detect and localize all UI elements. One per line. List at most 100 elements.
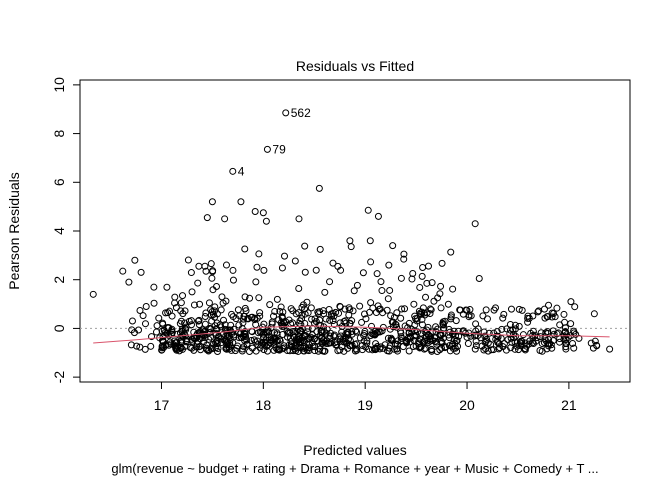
data-point [372,309,380,317]
data-point [329,259,337,267]
data-point [361,310,369,318]
data-point [173,342,181,350]
data-point [240,312,248,320]
data-point [185,317,193,325]
data-point [480,346,488,354]
data-point [591,337,599,345]
data-point [168,330,176,338]
data-point [361,327,369,335]
data-point [494,332,502,340]
outlier-label: 562 [291,106,311,120]
data-point [507,305,515,313]
data-point [562,343,570,351]
data-point [529,334,537,342]
data-point [428,346,436,354]
data-point [466,306,474,314]
data-point [438,339,446,347]
data-point [164,309,172,317]
data-point [472,337,480,345]
data-point [341,317,349,325]
data-point [128,317,136,325]
smooth-line [93,325,610,344]
data-point [202,309,210,317]
data-point [339,335,347,343]
annotation-layer: 562 79 4 [238,106,311,178]
data-point [256,309,264,317]
data-point [287,340,295,348]
y-tick-label: 6 [51,178,67,186]
model-formula-subtitle: glm(revenue ~ budget + rating + Drama + … [111,461,598,476]
data-point [202,267,210,275]
data-point [367,332,375,340]
data-point [147,342,155,350]
data-point [384,295,392,303]
data-point [519,331,527,339]
data-point [506,330,514,338]
data-point [181,319,189,327]
data-point [245,348,253,356]
data-point [471,345,479,353]
data-point [502,346,510,354]
data-point [302,344,310,352]
data-point [477,334,485,342]
data-point [410,336,418,344]
data-point [194,317,202,325]
data-point [326,335,334,343]
data-point [188,344,196,352]
data-point [560,310,568,318]
data-point [235,321,243,329]
data-point [498,325,506,333]
x-axis-label: Predicted values [303,442,407,458]
data-point [419,263,427,271]
data-point [260,266,268,274]
data-point [303,298,311,306]
data-point [346,237,354,245]
data-point [489,346,497,354]
data-point [161,331,169,339]
data-point [353,281,361,289]
data-point [408,275,416,283]
data-point [341,337,349,345]
data-point [540,305,548,313]
data-point [385,261,393,269]
y-tick-label: 4 [51,227,67,235]
data-point [155,314,163,322]
data-point [168,312,176,320]
data-point [398,305,406,313]
data-point [301,268,309,276]
data-point [524,318,532,326]
data-point [131,256,139,264]
data-point [201,313,209,321]
data-point [362,343,370,351]
data-point [194,279,202,287]
data-point [515,305,523,313]
data-point [345,311,353,319]
data-point [410,327,418,335]
data-point [308,315,316,323]
data-point [383,306,391,314]
data-point [389,242,397,250]
data-point [393,323,401,331]
data-point [199,326,207,334]
data-point [570,327,578,335]
data-point [413,314,421,322]
data-point [528,339,536,347]
data-point [221,215,229,223]
data-point [266,301,274,309]
data-point [181,307,189,315]
data-point [237,198,245,206]
data-point [229,167,237,175]
data-point [295,339,303,347]
data-point [371,331,379,339]
data-point [229,266,237,274]
data-point [209,311,217,319]
outlier-label: 4 [238,164,245,178]
data-point [255,250,263,258]
data-point [251,208,259,216]
y-tick-label: 8 [51,129,67,137]
data-point [270,312,278,320]
data-point [367,299,375,307]
x-tick-label: 19 [357,397,373,413]
data-point [359,269,367,277]
data-point [381,341,389,349]
